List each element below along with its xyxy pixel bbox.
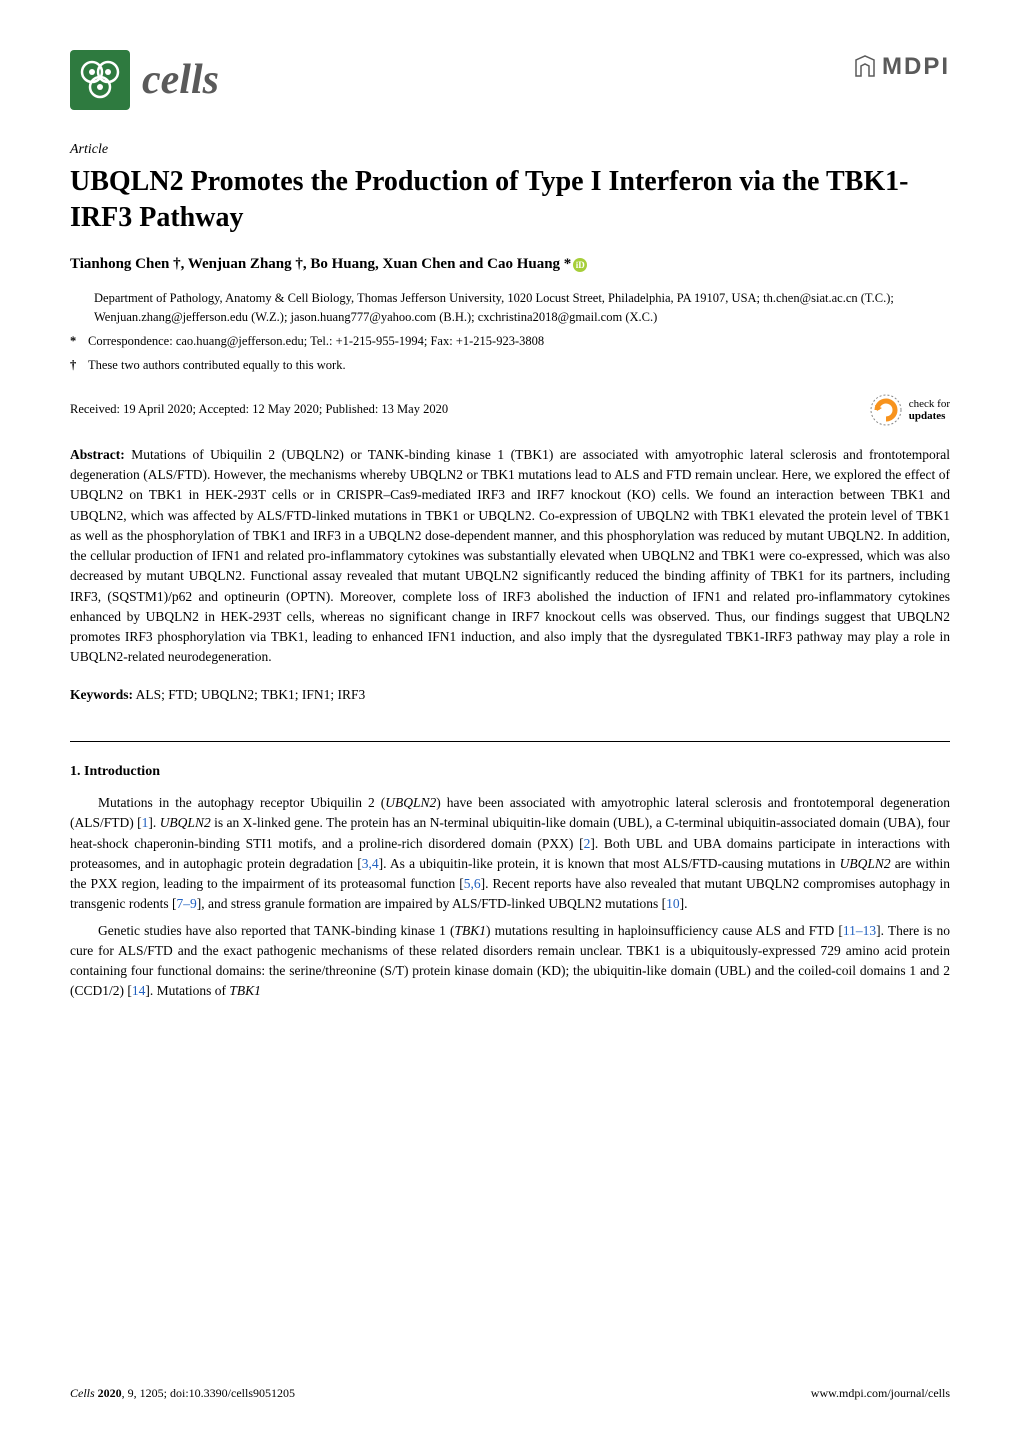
text: Genetic studies have also reported that … <box>98 923 454 938</box>
keywords-label: Keywords: <box>70 687 133 702</box>
text: ]. Mutations of <box>145 983 229 998</box>
abstract-block: Abstract: Mutations of Ubiquilin 2 (UBQL… <box>70 445 950 668</box>
gene-name: TBK1 <box>229 983 261 998</box>
correspondence-label: * <box>70 331 88 351</box>
dates-row: Received: 19 April 2020; Accepted: 12 Ma… <box>70 393 950 427</box>
page-footer: Cells 2020, 9, 1205; doi:10.3390/cells90… <box>70 1385 950 1402</box>
citation-link[interactable]: 14 <box>132 983 146 998</box>
authors-text: Tianhong Chen †, Wenjuan Zhang †, Bo Hua… <box>70 256 571 272</box>
journal-icon <box>70 50 130 110</box>
check-updates-badge[interactable]: check for updates <box>869 393 950 427</box>
publication-dates: Received: 19 April 2020; Accepted: 12 Ma… <box>70 401 448 419</box>
footer-left: Cells 2020, 9, 1205; doi:10.3390/cells90… <box>70 1385 295 1402</box>
text: ) mutations resulting in haploinsufficie… <box>486 923 843 938</box>
page-header: cells MDPI <box>70 50 950 110</box>
contribution-note: †These two authors contributed equally t… <box>70 355 950 375</box>
updates-line1: check for <box>909 398 950 410</box>
publisher-name: MDPI <box>882 50 950 84</box>
orcid-icon: iD <box>573 258 587 272</box>
abstract-text: Mutations of Ubiquilin 2 (UBQLN2) or TAN… <box>70 447 950 665</box>
footer-citation: , 9, 1205; doi:10.3390/cells9051205 <box>122 1386 295 1400</box>
citation-link[interactable]: 7–9 <box>176 896 196 911</box>
citation-link[interactable]: 3,4 <box>362 856 379 871</box>
citation-link[interactable]: 5,6 <box>464 876 481 891</box>
intro-para-2: Genetic studies have also reported that … <box>70 921 950 1002</box>
article-type: Article <box>70 140 950 160</box>
publisher-logo: MDPI <box>852 50 950 84</box>
journal-logo-block: cells <box>70 50 219 110</box>
intro-para-1: Mutations in the autophagy receptor Ubiq… <box>70 793 950 915</box>
abstract-label: Abstract: <box>70 447 125 462</box>
contribution-text: These two authors contributed equally to… <box>88 358 346 372</box>
citation-link[interactable]: 11–13 <box>843 923 876 938</box>
gene-name: TBK1 <box>454 923 486 938</box>
citation-link[interactable]: 10 <box>666 896 680 911</box>
footer-year: 2020 <box>98 1386 122 1400</box>
footer-right: www.mdpi.com/journal/cells <box>811 1385 950 1402</box>
text: ]. <box>680 896 688 911</box>
keywords-block: Keywords: ALS; FTD; UBQLN2; TBK1; IFN1; … <box>70 686 950 705</box>
gene-name: UBQLN2 <box>160 815 211 830</box>
contribution-label: † <box>70 355 88 375</box>
correspondence-text: Correspondence: cao.huang@jefferson.edu;… <box>88 334 544 348</box>
journal-name: cells <box>142 51 219 110</box>
affiliation: Department of Pathology, Anatomy & Cell … <box>70 289 950 327</box>
article-title: UBQLN2 Promotes the Production of Type I… <box>70 164 950 237</box>
authors-line: Tianhong Chen †, Wenjuan Zhang †, Bo Hua… <box>70 254 950 275</box>
check-updates-text: check for updates <box>909 398 950 422</box>
keywords-text: ALS; FTD; UBQLN2; TBK1; IFN1; IRF3 <box>136 687 366 702</box>
updates-line2: updates <box>909 410 950 422</box>
section-divider <box>70 741 950 742</box>
text: Mutations in the autophagy receptor Ubiq… <box>98 795 385 810</box>
check-updates-icon <box>869 393 903 427</box>
footer-journal: Cells <box>70 1386 95 1400</box>
gene-name: UBQLN2 <box>385 795 436 810</box>
section-heading: 1. Introduction <box>70 762 950 782</box>
gene-name: UBQLN2 <box>840 856 891 871</box>
text: ]. <box>148 815 159 830</box>
text: ], and stress granule formation are impa… <box>197 896 666 911</box>
correspondence-note: *Correspondence: cao.huang@jefferson.edu… <box>70 331 950 351</box>
text: ]. As a ubiquitin-like protein, it is kn… <box>379 856 840 871</box>
